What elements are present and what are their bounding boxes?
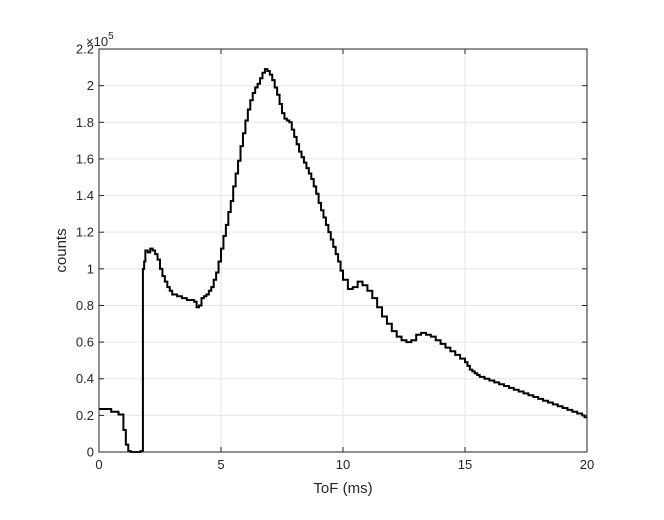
data-series-line	[99, 68, 587, 453]
x-tick-label: 10	[336, 457, 350, 472]
grid	[98, 48, 588, 453]
y-axis-multiplier: ×105	[86, 31, 114, 49]
x-axis-label: ToF (ms)	[313, 480, 372, 497]
y-tick-label: 2	[87, 78, 94, 93]
y-tick-label: 1.6	[76, 151, 94, 166]
y-tick-label: 1.2	[76, 225, 94, 240]
y-tick-label: 2.2	[76, 42, 94, 57]
x-tick-label: 20	[580, 457, 594, 472]
y-tick-label: 0.4	[76, 371, 94, 386]
y-multiplier-exponent: 5	[108, 31, 114, 42]
y-axis-label: counts	[53, 228, 70, 272]
y-tick-label: 1	[87, 261, 94, 276]
y-tick-label: 1.4	[76, 188, 94, 203]
y-tick-label: 0.6	[76, 335, 94, 350]
y-tick-label: 0.2	[76, 408, 94, 423]
y-axis-ticks: 0 0.2 0.4 0.6 0.8 1 1.2 1.4 1.6 1.8 2 2.2	[76, 42, 587, 460]
x-tick-label: 5	[217, 457, 224, 472]
plot-area	[99, 68, 587, 453]
y-tick-label: 0.8	[76, 298, 94, 313]
y-tick-label: 1.8	[76, 115, 94, 130]
x-tick-label: 0	[95, 457, 102, 472]
y-multiplier-base: ×10	[86, 34, 108, 49]
x-axis-ticks: 0 5 10 15 20	[95, 49, 594, 472]
y-tick-label: 0	[87, 445, 94, 460]
x-tick-label: 15	[458, 457, 472, 472]
